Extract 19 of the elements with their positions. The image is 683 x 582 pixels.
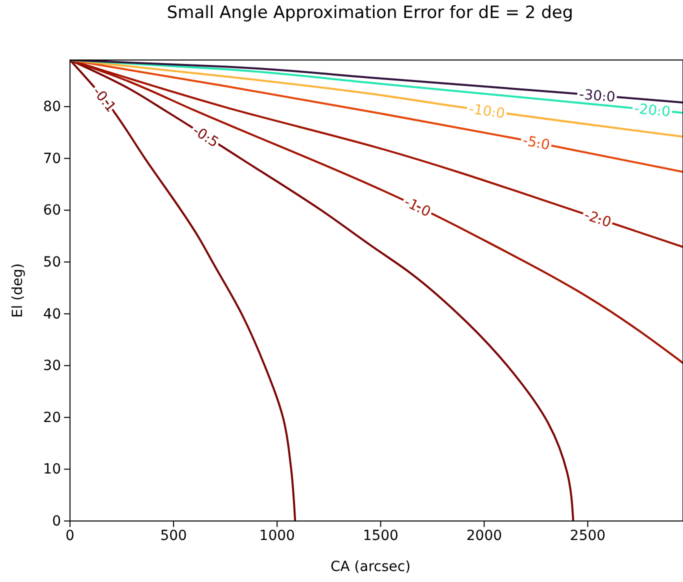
y-tick-label: 40 [43,306,61,322]
x-tick-label: 1000 [259,528,295,544]
chart-title: Small Angle Approximation Error for dE = 2 deg [166,3,574,23]
y-tick-label: 10 [43,462,61,478]
y-tick-label: 60 [43,202,61,219]
y-tick-label: 70 [43,150,61,167]
x-tick-label: 2000 [466,528,502,544]
y-axis-title: El (deg) [10,263,26,318]
y-tick-label: 20 [43,410,61,426]
x-tick-label: 500 [160,528,187,544]
x-axis-title: CA (arcsec) [330,559,411,575]
x-tick-label: 1500 [362,528,398,544]
y-tick-label: 80 [43,99,61,116]
y-tick-label: 30 [43,358,61,374]
x-tick-label: 0 [66,528,74,544]
y-tick-label: 50 [43,254,61,270]
y-tick-label: 0 [52,513,61,530]
line-series [70,60,683,173]
x-tick-label: 2500 [570,528,606,544]
